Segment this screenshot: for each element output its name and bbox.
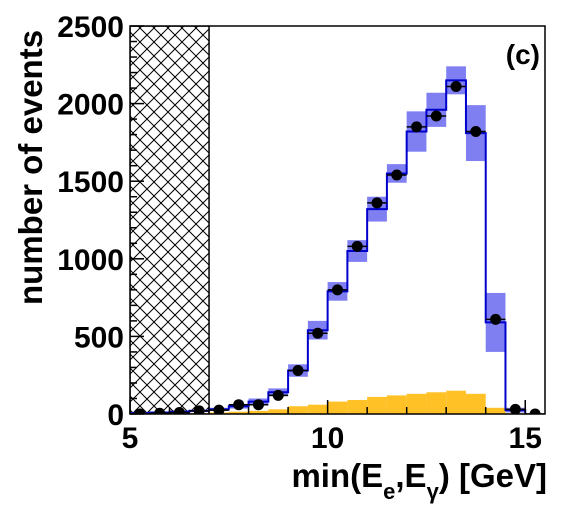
data-point — [332, 284, 343, 296]
y-tick-label: 2000 — [57, 89, 124, 122]
data-point — [312, 327, 324, 339]
background-bar — [307, 404, 328, 414]
data-point — [391, 169, 403, 181]
data-point — [213, 404, 225, 414]
background-bar — [248, 410, 269, 414]
data-point — [371, 197, 383, 209]
data-point — [411, 121, 423, 133]
y-tick-label: 0 — [107, 399, 124, 432]
background-bar — [288, 406, 308, 414]
background-bar — [268, 409, 289, 414]
background-bar — [367, 396, 387, 414]
background-bar — [228, 411, 249, 414]
panel-label: (c) — [506, 39, 540, 70]
x-tick-label: 15 — [509, 422, 542, 455]
x-tick-label: 5 — [122, 422, 139, 455]
background-bar — [406, 393, 427, 414]
y-tick-label: 1500 — [57, 166, 124, 199]
data-point — [529, 408, 541, 414]
x-tick-label: 10 — [311, 422, 344, 455]
y-axis-title: number of events — [12, 30, 49, 305]
data-point — [134, 408, 146, 414]
axis-ticks — [129, 25, 526, 415]
x-tick-labels: 5 10 15 — [122, 422, 542, 455]
y-tick-label: 1000 — [57, 244, 124, 277]
y-tick-label: 2500 — [57, 11, 124, 44]
data-point — [490, 313, 502, 325]
data-point — [173, 406, 185, 414]
data-point — [252, 399, 264, 411]
background-bar — [426, 392, 447, 414]
data-point — [430, 110, 442, 122]
plot-area — [130, 26, 545, 414]
background-bar — [327, 401, 348, 414]
data-point — [193, 405, 205, 414]
data-point — [470, 126, 482, 138]
data-point — [351, 240, 363, 252]
y-tick-labels: 0 500 1000 1500 2000 2500 — [57, 11, 124, 432]
x-axis-title: min(Ee,Eγ) [GeV] — [291, 457, 547, 504]
background-bar — [386, 395, 407, 414]
plot-frame — [129, 25, 546, 415]
background-bar — [347, 400, 368, 414]
y-tick-label: 500 — [74, 321, 124, 354]
background-bar — [446, 390, 466, 414]
data-point — [154, 407, 166, 414]
data-point — [292, 365, 304, 377]
background-bar — [485, 407, 506, 414]
data-point — [272, 389, 284, 401]
data-point — [233, 399, 245, 411]
data-point — [450, 81, 462, 93]
excluded-region-hatch — [130, 26, 210, 414]
data-point — [509, 403, 521, 414]
background-bar — [465, 393, 486, 414]
